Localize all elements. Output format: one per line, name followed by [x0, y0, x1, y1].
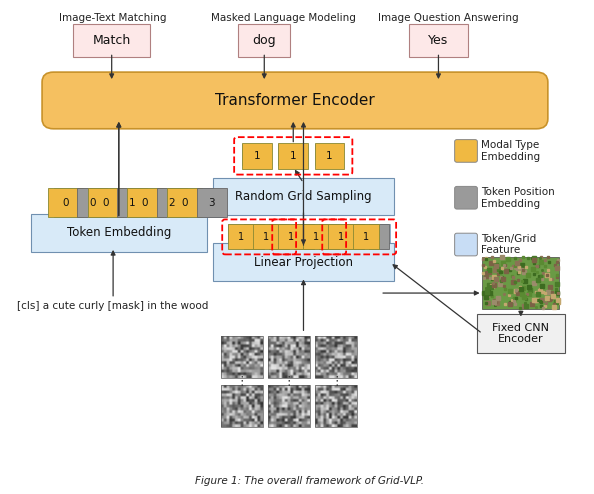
- FancyBboxPatch shape: [328, 224, 365, 249]
- Text: Masked Language Modeling: Masked Language Modeling: [211, 13, 356, 23]
- FancyBboxPatch shape: [328, 224, 354, 249]
- FancyBboxPatch shape: [167, 188, 203, 217]
- FancyBboxPatch shape: [477, 315, 565, 353]
- Bar: [315, 335, 357, 377]
- FancyBboxPatch shape: [315, 144, 337, 165]
- Text: 3: 3: [208, 198, 215, 207]
- Text: Fixed CNN
Encoder: Fixed CNN Encoder: [492, 323, 549, 344]
- FancyBboxPatch shape: [213, 178, 394, 215]
- Text: 1: 1: [129, 198, 135, 207]
- FancyBboxPatch shape: [353, 224, 379, 249]
- Bar: [221, 335, 263, 377]
- Text: Linear Projection: Linear Projection: [254, 256, 353, 269]
- FancyBboxPatch shape: [319, 224, 339, 249]
- Text: Figure 1: The overall framework of Grid-VLP.: Figure 1: The overall framework of Grid-…: [195, 476, 424, 486]
- Text: Transformer Encoder: Transformer Encoder: [215, 93, 375, 108]
- FancyBboxPatch shape: [315, 143, 345, 168]
- FancyBboxPatch shape: [353, 224, 390, 249]
- Text: 1: 1: [338, 232, 344, 242]
- FancyBboxPatch shape: [42, 72, 548, 129]
- Text: 1: 1: [263, 232, 269, 242]
- FancyBboxPatch shape: [409, 24, 468, 57]
- Text: 0: 0: [181, 198, 188, 207]
- FancyBboxPatch shape: [133, 188, 183, 217]
- Text: [cls] a cute curly [mask] in the wood: [cls] a cute curly [mask] in the wood: [17, 301, 209, 311]
- FancyBboxPatch shape: [197, 188, 226, 217]
- Text: Yes: Yes: [428, 34, 448, 47]
- Text: 1: 1: [238, 232, 244, 242]
- Text: Token Position
Embedding: Token Position Embedding: [481, 187, 555, 208]
- Text: 1: 1: [288, 232, 294, 242]
- Text: Image-Text Matching: Image-Text Matching: [59, 13, 167, 23]
- FancyBboxPatch shape: [454, 140, 478, 162]
- FancyBboxPatch shape: [269, 224, 289, 249]
- Text: 1: 1: [313, 232, 319, 242]
- FancyBboxPatch shape: [242, 144, 264, 165]
- FancyBboxPatch shape: [228, 224, 266, 249]
- Bar: [268, 335, 309, 377]
- FancyBboxPatch shape: [294, 224, 314, 249]
- Text: ⋮: ⋮: [236, 375, 248, 388]
- FancyBboxPatch shape: [77, 188, 108, 217]
- Text: ⋮: ⋮: [330, 375, 342, 388]
- FancyBboxPatch shape: [228, 224, 254, 249]
- FancyBboxPatch shape: [454, 186, 478, 209]
- Text: 0: 0: [89, 198, 96, 207]
- Text: 1: 1: [290, 151, 296, 161]
- FancyBboxPatch shape: [173, 188, 223, 217]
- FancyBboxPatch shape: [213, 243, 394, 282]
- FancyBboxPatch shape: [48, 188, 83, 217]
- Bar: [315, 385, 357, 427]
- FancyBboxPatch shape: [93, 188, 144, 217]
- Text: Modal Type
Embedding: Modal Type Embedding: [481, 140, 540, 162]
- FancyBboxPatch shape: [278, 224, 315, 249]
- Bar: [221, 385, 263, 427]
- FancyBboxPatch shape: [253, 224, 290, 249]
- FancyBboxPatch shape: [279, 144, 300, 165]
- FancyBboxPatch shape: [278, 224, 304, 249]
- Text: 0: 0: [142, 198, 148, 207]
- FancyBboxPatch shape: [454, 233, 478, 256]
- FancyBboxPatch shape: [344, 224, 364, 249]
- Text: Random Grid Sampling: Random Grid Sampling: [235, 190, 372, 203]
- Text: 1: 1: [363, 232, 369, 242]
- Text: Token/Grid
Feature: Token/Grid Feature: [481, 234, 536, 255]
- Text: 1: 1: [254, 151, 260, 161]
- Text: 0: 0: [102, 198, 108, 207]
- Text: Match: Match: [93, 34, 131, 47]
- Text: Token Embedding: Token Embedding: [67, 226, 171, 239]
- FancyBboxPatch shape: [303, 224, 329, 249]
- FancyBboxPatch shape: [127, 188, 163, 217]
- FancyBboxPatch shape: [253, 224, 279, 249]
- Text: ⋮: ⋮: [283, 375, 295, 388]
- FancyBboxPatch shape: [279, 143, 308, 168]
- Text: 2: 2: [169, 198, 175, 207]
- FancyBboxPatch shape: [117, 188, 147, 217]
- Bar: [482, 257, 559, 309]
- FancyBboxPatch shape: [73, 24, 150, 57]
- FancyBboxPatch shape: [238, 24, 290, 57]
- FancyBboxPatch shape: [303, 224, 340, 249]
- FancyBboxPatch shape: [244, 224, 264, 249]
- FancyBboxPatch shape: [369, 224, 389, 249]
- FancyBboxPatch shape: [242, 143, 271, 168]
- FancyBboxPatch shape: [53, 188, 104, 217]
- Text: dog: dog: [252, 34, 276, 47]
- Bar: [268, 385, 309, 427]
- Text: 1: 1: [326, 151, 333, 161]
- FancyBboxPatch shape: [157, 188, 187, 217]
- FancyBboxPatch shape: [87, 188, 123, 217]
- FancyBboxPatch shape: [31, 213, 207, 252]
- Text: 0: 0: [62, 198, 69, 207]
- Text: Image Question Answering: Image Question Answering: [378, 13, 519, 23]
